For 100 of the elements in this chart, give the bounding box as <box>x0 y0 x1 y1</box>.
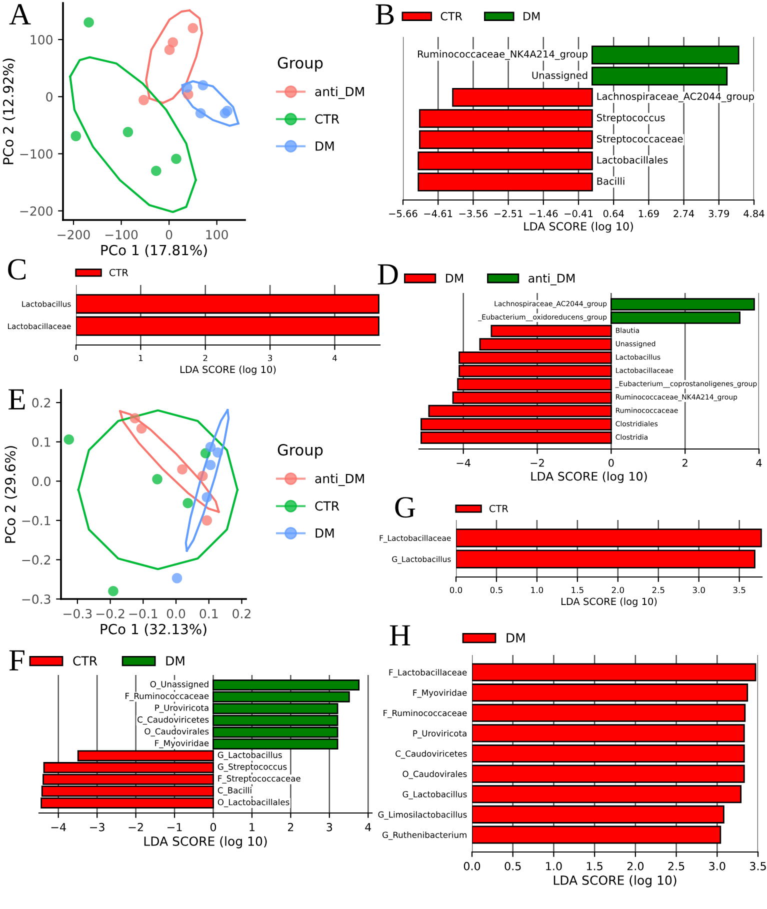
y-tick-label: 0.2 <box>32 398 50 408</box>
x-tick-label: 1.5 <box>572 586 584 594</box>
y-tick-label: O_Caudovirales <box>144 728 209 736</box>
x-tick-label: −0.3 <box>64 608 92 618</box>
x-tick-label: −100 <box>105 230 138 240</box>
x-tick-label: 1.5 <box>586 862 602 870</box>
x-tick-label: 2.0 <box>627 862 644 870</box>
legend-label: anti_DM <box>315 474 364 486</box>
y-axis-title: PCo 2 (12.92%) <box>2 58 16 164</box>
x-tick-label: 2.0 <box>612 586 624 594</box>
x-tick-label: 1 <box>250 823 254 832</box>
chart-title: D <box>378 264 398 284</box>
y-tick-label: −0.1 <box>22 516 50 526</box>
x-tick-label: 3 <box>268 354 272 362</box>
x-tick-label: −2 <box>530 458 544 467</box>
y-tick-label: Lachnospiraceae_AC2044_group <box>597 92 754 102</box>
x-tick-label: −3.56 <box>459 210 488 218</box>
legend-label: DM <box>446 274 463 282</box>
y-tick-label: Streptococcus <box>597 114 665 124</box>
x-tick-label: −1.46 <box>530 210 558 218</box>
y-tick-label: O_Caudovirales <box>402 770 467 779</box>
y-tick-label: F_Myoviridae <box>413 689 467 698</box>
x-tick-label: −0.2 <box>96 608 124 618</box>
y-tick-label: F_Myoviridae <box>155 740 209 748</box>
legend-label: DM <box>316 528 334 538</box>
y-tick-label: P_Uroviricota <box>413 730 466 738</box>
x-tick-label: 0.64 <box>603 210 624 218</box>
y-tick-label: 100 <box>30 35 52 44</box>
chart-title: H <box>390 625 410 646</box>
y-tick-label: Lactobacillales <box>597 156 668 164</box>
y-tick-label: −100 <box>20 149 52 159</box>
x-tick-label: 0.0 <box>464 862 480 870</box>
x-tick-label: −200 <box>58 230 90 240</box>
x-tick-label: 3.79 <box>708 210 730 218</box>
y-tick-label: C_Caudoviricetes <box>138 716 209 725</box>
y-tick-label: O_Lactobacillales <box>218 798 290 808</box>
legend-label: DM <box>166 656 184 666</box>
x-axis-title: LDA SCORE (log 10) <box>554 875 676 888</box>
x-axis-title: LDA SCORE (log 10) <box>531 472 647 484</box>
x-tick-label: −2.51 <box>494 210 522 218</box>
x-tick-label: 2 <box>203 354 208 362</box>
x-tick-label: 3.0 <box>709 862 726 870</box>
x-axis-title: LDA SCORE (log 10) <box>524 222 633 233</box>
y-tick-label: G_Limosilactobacillus <box>378 811 467 820</box>
legend-label: anti_DM <box>528 274 575 286</box>
x-tick-label: 4 <box>756 459 762 467</box>
legend-title: Group <box>278 444 323 459</box>
legend-label: CTR <box>315 501 340 511</box>
x-tick-label: 2 <box>288 822 294 832</box>
x-tick-label: 0 <box>608 458 614 467</box>
x-tick-label: 3.5 <box>750 862 766 870</box>
x-tick-label: 0.5 <box>490 586 502 594</box>
y-tick-label: 0.0 <box>32 476 50 486</box>
x-tick-label: 4 <box>365 823 372 832</box>
y-tick-label: G_Lactobacillus <box>402 790 467 800</box>
x-axis-title: LDA SCORE (log 10) <box>144 836 267 848</box>
x-tick-label: 1.0 <box>546 862 562 870</box>
y-tick-label: F_Ruminococcaceae <box>126 692 209 701</box>
x-tick-label: 2.5 <box>668 862 684 870</box>
y-tick-label: Unassigned <box>532 71 588 81</box>
y-tick-label: F_Ruminococcaceae <box>384 710 467 718</box>
x-axis-title: PCo 1 (17.81%) <box>101 244 207 257</box>
y-tick-label: 0 <box>46 92 52 102</box>
legend-label: DM <box>524 12 540 20</box>
y-tick-label: 0.1 <box>32 437 50 447</box>
chart-title: E <box>8 389 25 410</box>
x-tick-label: 0 <box>74 354 78 362</box>
x-tick-label: −1 <box>168 823 182 832</box>
x-tick-label: 3 <box>326 822 332 832</box>
x-tick-label: 0.1 <box>200 608 218 618</box>
y-tick-label: F_Lactobacillaceae <box>389 669 467 678</box>
y-tick-label: C_Caudoviricetes <box>396 750 467 759</box>
chart-title: B <box>376 4 394 24</box>
x-axis-title: LDA SCORE (log 10) <box>561 598 657 607</box>
legend-label: CTR <box>440 12 462 20</box>
x-tick-label: 4 <box>332 354 337 362</box>
chart-title: A <box>9 4 31 24</box>
y-tick-label: C_Bacilli <box>218 787 252 796</box>
y-tick-label: Streptococcaceae <box>597 135 683 144</box>
chart-title: C <box>8 259 26 280</box>
chart-title: F <box>9 650 24 670</box>
x-tick-label: 0.2 <box>232 608 250 618</box>
x-tick-label: 3.5 <box>733 586 746 594</box>
x-tick-label: −4 <box>51 823 66 832</box>
legend-label: CTR <box>109 268 128 276</box>
x-tick-label: −0.1 <box>129 608 158 618</box>
x-tick-label: 1 <box>138 354 143 362</box>
y-tick-label: Bacilli <box>597 177 624 185</box>
x-tick-label: −3 <box>90 822 104 832</box>
y-tick-label: −0.3 <box>22 594 50 604</box>
x-tick-label: 2.5 <box>652 586 664 594</box>
legend-title: Group <box>278 57 323 72</box>
y-tick-label: G_Lactobacillus <box>218 752 282 760</box>
x-tick-label: −0.41 <box>564 210 592 218</box>
x-tick-label: 2 <box>682 458 688 467</box>
chart-title: G <box>395 497 416 518</box>
legend-label: CTR <box>489 504 508 512</box>
y-tick-label: G_Streptococcus <box>218 764 287 772</box>
x-tick-label: −4 <box>456 459 470 467</box>
y-tick-label: G_Ruthenibacterium <box>382 832 466 840</box>
